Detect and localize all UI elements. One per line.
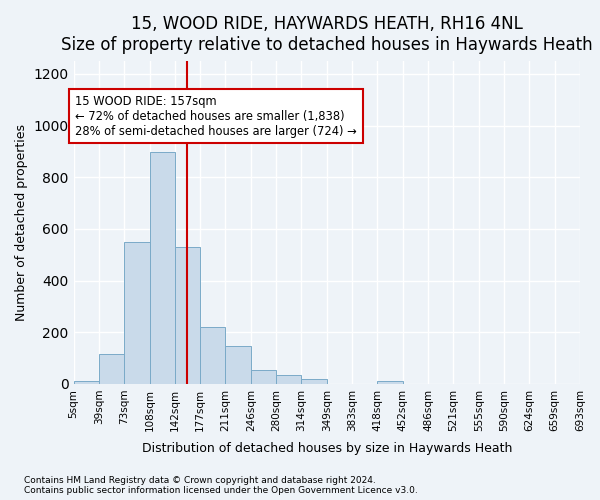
Text: 15 WOOD RIDE: 157sqm
← 72% of detached houses are smaller (1,838)
28% of semi-de: 15 WOOD RIDE: 157sqm ← 72% of detached h…: [75, 94, 357, 138]
Y-axis label: Number of detached properties: Number of detached properties: [15, 124, 28, 321]
Bar: [175, 247, 200, 384]
Bar: [301, 378, 327, 384]
Bar: [149, 152, 175, 384]
Bar: [74, 382, 99, 384]
Bar: [276, 376, 301, 384]
X-axis label: Distribution of detached houses by size in Haywards Heath: Distribution of detached houses by size …: [142, 442, 512, 455]
Bar: [377, 382, 403, 384]
Bar: [226, 346, 251, 384]
Text: Contains HM Land Registry data © Crown copyright and database right 2024.
Contai: Contains HM Land Registry data © Crown c…: [24, 476, 418, 495]
Bar: [200, 326, 226, 384]
Title: 15, WOOD RIDE, HAYWARDS HEATH, RH16 4NL
Size of property relative to detached ho: 15, WOOD RIDE, HAYWARDS HEATH, RH16 4NL …: [61, 15, 593, 54]
Bar: [99, 354, 124, 384]
Bar: [124, 242, 149, 384]
Bar: [251, 370, 276, 384]
